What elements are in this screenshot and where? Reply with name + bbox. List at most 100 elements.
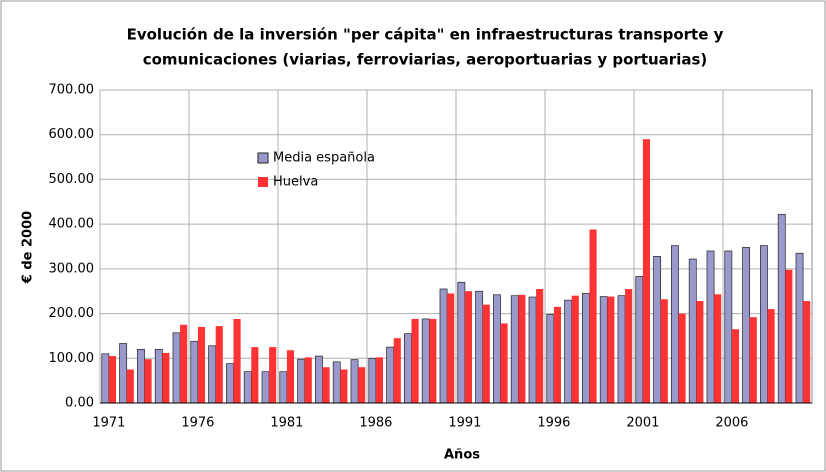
bar xyxy=(162,352,170,403)
bar xyxy=(518,294,526,403)
bar xyxy=(154,348,163,404)
x-tick-label: 1986 xyxy=(359,416,392,431)
bar xyxy=(101,353,110,404)
bar xyxy=(582,293,590,404)
bar xyxy=(493,294,501,404)
x-tick-label: 1971 xyxy=(92,416,125,431)
bar xyxy=(215,326,223,403)
bar xyxy=(447,293,455,403)
bar xyxy=(251,347,259,403)
bar xyxy=(172,332,181,404)
bar xyxy=(411,318,419,403)
bar xyxy=(208,345,217,404)
bar xyxy=(653,255,662,404)
legend-swatch xyxy=(258,177,268,187)
bar xyxy=(742,247,751,404)
bar xyxy=(269,347,277,403)
bar xyxy=(528,296,537,404)
bar xyxy=(144,359,152,403)
bar xyxy=(482,304,490,403)
bar xyxy=(190,340,199,404)
bar xyxy=(358,367,366,403)
bar xyxy=(706,250,715,404)
bar xyxy=(350,359,359,404)
y-tick-label: 700.00 xyxy=(49,83,95,98)
bar xyxy=(536,288,544,403)
bar xyxy=(777,213,786,404)
x-tick-label: 2006 xyxy=(715,416,748,431)
bar xyxy=(500,323,508,403)
bar xyxy=(475,290,484,404)
x-tick-label: 1981 xyxy=(270,416,303,431)
bar xyxy=(660,299,668,403)
bar xyxy=(589,229,597,403)
bar xyxy=(332,361,341,404)
bar xyxy=(180,324,188,403)
x-tick-label: 2001 xyxy=(626,416,659,431)
bar xyxy=(119,343,128,404)
bar xyxy=(386,346,395,404)
bar xyxy=(375,357,384,403)
bar xyxy=(803,301,811,403)
bar xyxy=(126,369,134,403)
bar xyxy=(243,371,252,404)
x-tick-label: 1996 xyxy=(537,416,570,431)
bar xyxy=(340,369,348,403)
y-tick-label: 200.00 xyxy=(49,306,95,321)
bar xyxy=(714,294,722,403)
bar xyxy=(642,139,651,403)
bar xyxy=(546,314,555,404)
bar xyxy=(457,281,466,404)
bar xyxy=(108,356,117,403)
bar xyxy=(795,252,804,404)
y-tick-label: 600.00 xyxy=(49,127,95,142)
y-tick-label: 500.00 xyxy=(49,172,95,187)
bar xyxy=(671,245,679,404)
x-tick-label: 1976 xyxy=(181,416,214,431)
bar xyxy=(197,326,206,403)
bar xyxy=(279,371,288,404)
chart-title: comunicaciones (viarias, ferroviarias, a… xyxy=(143,51,708,69)
bar xyxy=(297,358,306,404)
y-tick-label: 400.00 xyxy=(49,217,95,232)
bar xyxy=(696,301,704,403)
bar xyxy=(564,299,573,404)
bar xyxy=(599,296,608,404)
legend-label: Media española xyxy=(273,151,375,166)
bar xyxy=(421,318,430,404)
bar xyxy=(553,306,562,403)
bar xyxy=(226,363,234,404)
bar xyxy=(760,245,768,404)
x-tick-label: 1991 xyxy=(448,416,481,431)
bar xyxy=(724,250,733,404)
bar xyxy=(322,367,330,403)
bar xyxy=(137,348,145,404)
bar xyxy=(635,276,644,404)
bar xyxy=(749,317,757,403)
chart-title: Evolución de la inversión "per cápita" e… xyxy=(127,26,724,44)
bar xyxy=(731,329,740,403)
bar xyxy=(439,288,448,404)
bar xyxy=(607,296,615,403)
bar xyxy=(261,371,270,404)
y-tick-label: 100.00 xyxy=(49,351,95,366)
bar xyxy=(767,309,775,403)
bar xyxy=(510,295,519,404)
x-axis-label: Años xyxy=(444,448,480,463)
legend-label: Huelva xyxy=(273,175,318,190)
bar xyxy=(678,313,686,403)
bar xyxy=(304,357,312,403)
y-tick-label: 0.00 xyxy=(65,396,94,411)
bar xyxy=(404,333,412,404)
bar xyxy=(393,338,401,403)
bar xyxy=(429,318,437,403)
bar xyxy=(286,350,295,403)
bar xyxy=(464,291,473,403)
bar xyxy=(625,288,633,403)
bar xyxy=(688,258,697,404)
y-tick-label: 300.00 xyxy=(49,261,95,276)
bar xyxy=(617,295,626,404)
legend-swatch xyxy=(257,152,269,164)
bar xyxy=(368,357,377,404)
